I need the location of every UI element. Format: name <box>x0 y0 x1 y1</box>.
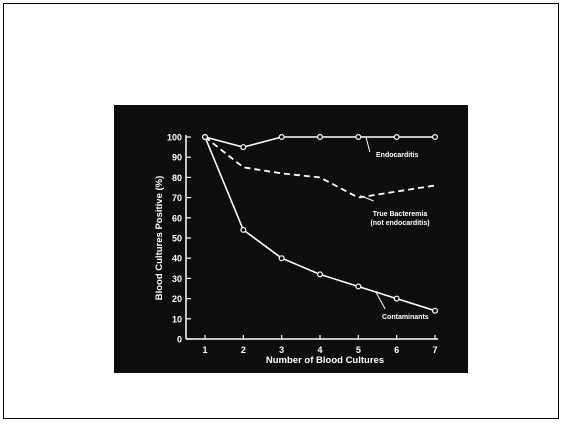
data-point <box>432 307 439 314</box>
data-point <box>432 134 439 141</box>
data-point <box>355 283 362 290</box>
line-chart: 0 10 20 30 40 50 60 70 80 90 100 1 2 3 4 5 6 7 Number of … <box>154 133 439 366</box>
data-point <box>278 134 285 141</box>
x-axis-title: Number of Blood Cultures <box>266 355 384 366</box>
y-tick-label: 60 <box>172 213 182 223</box>
y-tick-label: 10 <box>172 314 182 324</box>
x-tick-label: 5 <box>356 345 361 355</box>
series-sublabel-bacteremia: (not endocarditis) <box>370 220 429 227</box>
data-point <box>317 271 324 278</box>
chart-axes: 0 10 20 30 40 50 60 70 80 90 100 1 2 3 4 5 6 7 <box>167 133 438 355</box>
x-tick-label: 6 <box>394 345 399 355</box>
y-axis-title: Blood Cultures Positive (%) <box>154 176 165 301</box>
y-tick-label: 0 <box>177 335 182 345</box>
leader-line-contaminants <box>375 291 386 310</box>
data-point <box>240 226 247 233</box>
y-tick-label: 90 <box>172 153 182 163</box>
x-tick-label: 2 <box>241 345 246 355</box>
chart-slide: 0 10 20 30 40 50 60 70 80 90 100 1 2 3 4 5 6 7 Number of … <box>114 105 468 373</box>
y-tick-label: 70 <box>172 193 182 203</box>
data-point <box>278 255 285 262</box>
x-tick-label: 4 <box>317 345 322 355</box>
slide-frame: 0 10 20 30 40 50 60 70 80 90 100 1 2 3 4 5 6 7 Number of … <box>3 3 559 419</box>
y-tick-label: 40 <box>172 254 182 264</box>
x-tick-label: 7 <box>432 345 437 355</box>
chart-labels: Number of Blood Cultures Blood Cultures P… <box>154 136 430 366</box>
data-point <box>201 134 208 141</box>
y-tick-label: 20 <box>172 294 182 304</box>
data-point <box>317 134 324 141</box>
x-tick-label: 1 <box>202 345 207 355</box>
series-label-contaminants: Contaminants <box>382 314 429 321</box>
data-point <box>240 144 247 151</box>
y-tick-label: 100 <box>167 133 182 143</box>
data-point <box>355 134 362 141</box>
leader-line-endocarditis <box>365 136 371 153</box>
y-tick-label: 80 <box>172 173 182 183</box>
leader-line-bacteremia <box>360 195 374 202</box>
data-point <box>393 295 400 302</box>
series-label-bacteremia: True Bacteremia <box>373 211 428 218</box>
chart-series <box>201 134 439 314</box>
y-tick-label: 50 <box>172 234 182 244</box>
y-tick-label: 30 <box>172 274 182 284</box>
series-label-endocarditis: Endocarditis <box>376 152 419 159</box>
data-point <box>393 134 400 141</box>
x-tick-label: 3 <box>279 345 284 355</box>
